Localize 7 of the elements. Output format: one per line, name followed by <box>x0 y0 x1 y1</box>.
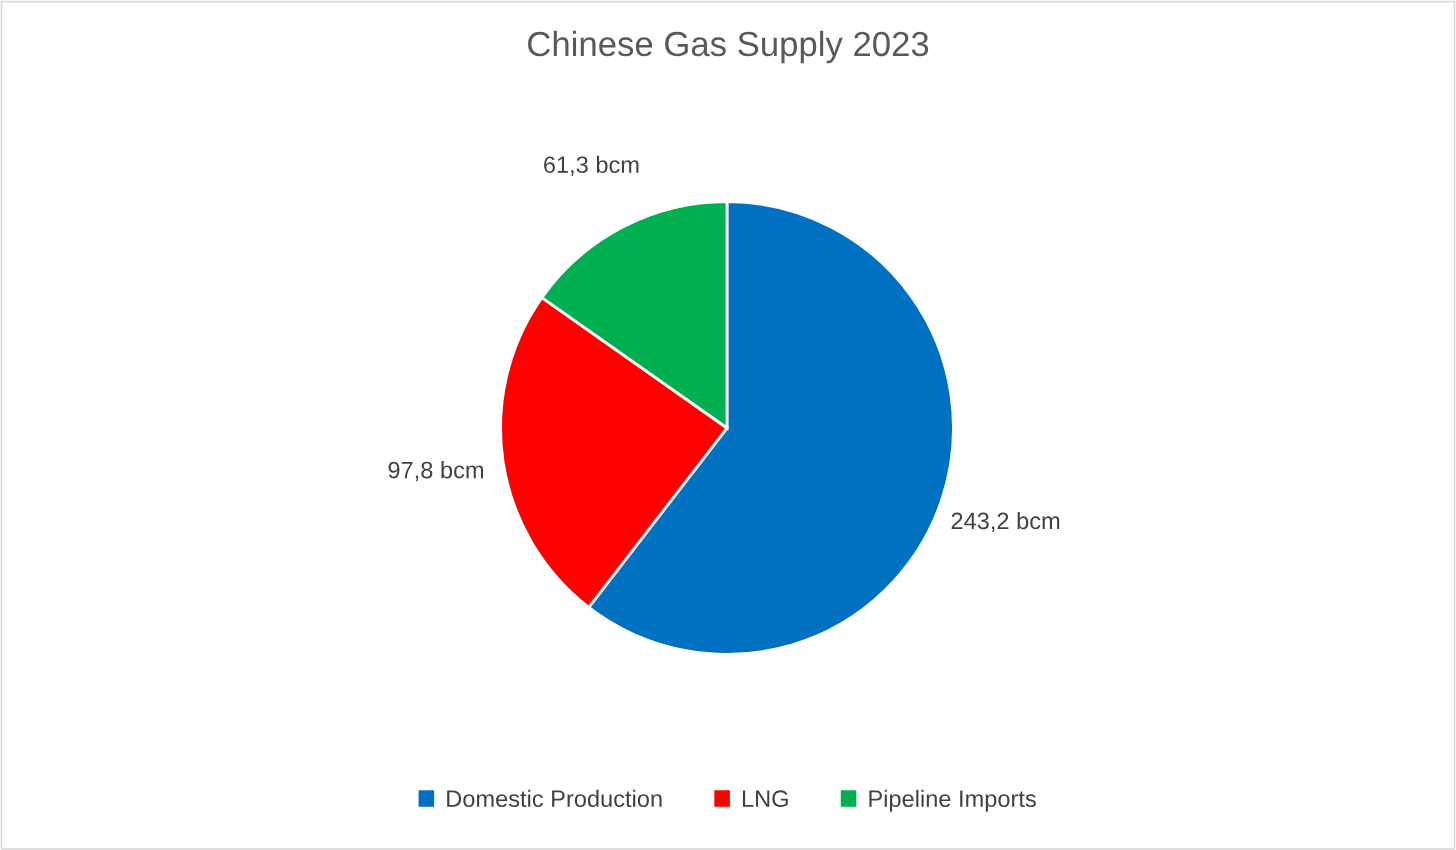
data-label: 243,2 bcm <box>951 511 1060 533</box>
chart-title: Chinese Gas Supply 2023 <box>528 30 929 64</box>
data-label: 97,8 bcm <box>388 461 483 482</box>
data-label: 61,3 bcm <box>544 155 639 176</box>
legend-label: Pipeline Imports <box>869 789 1036 812</box>
legend-label: LNG <box>742 790 788 808</box>
legend-label: Domestic Production <box>447 789 662 808</box>
